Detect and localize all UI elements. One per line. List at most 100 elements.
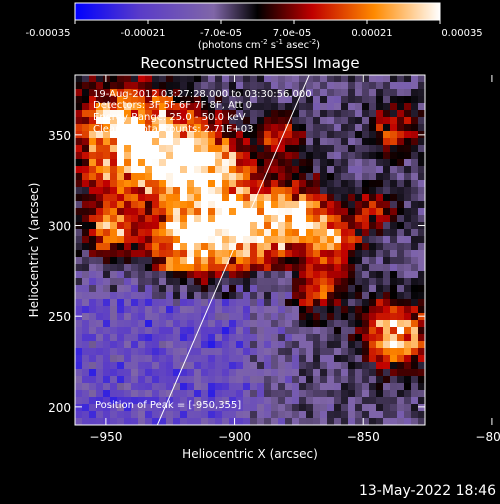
heatmap-cell <box>194 103 202 111</box>
heatmap-cell <box>75 355 83 363</box>
heatmap-cell <box>194 75 202 83</box>
heatmap-cell <box>341 313 349 321</box>
heatmap-cell <box>313 250 321 258</box>
heatmap-cell <box>404 257 412 265</box>
heatmap-cell <box>418 362 425 370</box>
heatmap-cell <box>369 201 377 209</box>
heatmap-cell <box>306 257 314 265</box>
heatmap-cell <box>124 180 132 188</box>
heatmap-cell <box>222 75 230 83</box>
heatmap-cell <box>103 180 111 188</box>
heatmap-cell <box>397 257 405 265</box>
heatmap-cell <box>145 96 153 104</box>
heatmap-cell <box>355 278 363 286</box>
heatmap-cell <box>250 369 258 377</box>
heatmap-cell <box>187 243 195 251</box>
heatmap-cell <box>313 320 321 328</box>
heatmap-cell <box>341 271 349 279</box>
heatmap-cell <box>369 96 377 104</box>
heatmap-cell <box>215 355 223 363</box>
heatmap-cell <box>117 362 125 370</box>
heatmap-cell <box>194 334 202 342</box>
heatmap-cell <box>390 355 398 363</box>
heatmap-cell <box>383 82 391 90</box>
heatmap-cell <box>159 131 167 139</box>
heatmap-cell <box>299 82 307 90</box>
heatmap-cell <box>96 138 104 146</box>
heatmap-cell <box>320 306 328 314</box>
heatmap-cell <box>243 292 251 300</box>
heatmap-cell <box>390 152 398 160</box>
heatmap-cell <box>341 243 349 251</box>
heatmap-cell <box>152 313 160 321</box>
heatmap-cell <box>313 222 321 230</box>
heatmap-cell <box>306 187 314 195</box>
heatmap-cell <box>362 334 370 342</box>
heatmap-cell <box>131 278 139 286</box>
heatmap-cell <box>124 152 132 160</box>
heatmap-cell <box>243 222 251 230</box>
heatmap-cell <box>271 383 279 391</box>
heatmap-cell <box>229 369 237 377</box>
heatmap-cell <box>271 341 279 349</box>
heatmap-cell <box>243 159 251 167</box>
heatmap-cell <box>404 96 412 104</box>
heatmap-cell <box>404 117 412 125</box>
heatmap-cell <box>152 418 160 425</box>
heatmap-cell <box>348 369 356 377</box>
heatmap-cell <box>397 208 405 216</box>
heatmap-cell <box>201 292 209 300</box>
heatmap-cell <box>341 278 349 286</box>
heatmap-cell <box>159 341 167 349</box>
heatmap-cell <box>355 348 363 356</box>
heatmap-cell <box>243 166 251 174</box>
heatmap-cell <box>355 257 363 265</box>
heatmap-cell <box>180 236 188 244</box>
heatmap-cell <box>229 187 237 195</box>
heatmap-cell <box>348 418 356 425</box>
heatmap-cell <box>278 159 286 167</box>
heatmap-cell <box>89 89 97 97</box>
heatmap-cell <box>418 327 425 335</box>
heatmap-cell <box>131 222 139 230</box>
heatmap-cell <box>355 103 363 111</box>
heatmap-cell <box>271 138 279 146</box>
heatmap-cell <box>138 138 146 146</box>
heatmap-cell <box>390 306 398 314</box>
heatmap-cell <box>117 313 125 321</box>
heatmap-cell <box>131 180 139 188</box>
heatmap-cell <box>229 75 237 83</box>
heatmap-cell <box>292 138 300 146</box>
heatmap-cell <box>299 411 307 419</box>
heatmap-cell <box>194 418 202 425</box>
heatmap-cell <box>229 264 237 272</box>
heatmap-cell <box>145 285 153 293</box>
heatmap-cell <box>117 110 125 118</box>
heatmap-cell <box>327 355 335 363</box>
heatmap-cell <box>250 124 258 132</box>
heatmap-cell <box>257 383 265 391</box>
heatmap-cell <box>292 334 300 342</box>
heatmap-cell <box>194 257 202 265</box>
heatmap-cell <box>376 390 384 398</box>
heatmap-cell <box>89 397 97 405</box>
heatmap-cell <box>271 110 279 118</box>
heatmap-cell <box>341 229 349 237</box>
heatmap-cell <box>376 152 384 160</box>
heatmap-cell <box>411 152 419 160</box>
heatmap-cell <box>229 355 237 363</box>
heatmap-cell <box>194 278 202 286</box>
heatmap-cell <box>334 278 342 286</box>
heatmap-cell <box>285 397 293 405</box>
heatmap-cell <box>89 215 97 223</box>
heatmap-cell <box>215 117 223 125</box>
heatmap-cell <box>334 124 342 132</box>
heatmap-cell <box>257 411 265 419</box>
heatmap-cell <box>250 194 258 202</box>
heatmap-cell <box>159 236 167 244</box>
heatmap-cell <box>383 229 391 237</box>
heatmap-cell <box>82 159 90 167</box>
heatmap-cell <box>271 257 279 265</box>
heatmap-cell <box>278 187 286 195</box>
heatmap-cell <box>355 110 363 118</box>
